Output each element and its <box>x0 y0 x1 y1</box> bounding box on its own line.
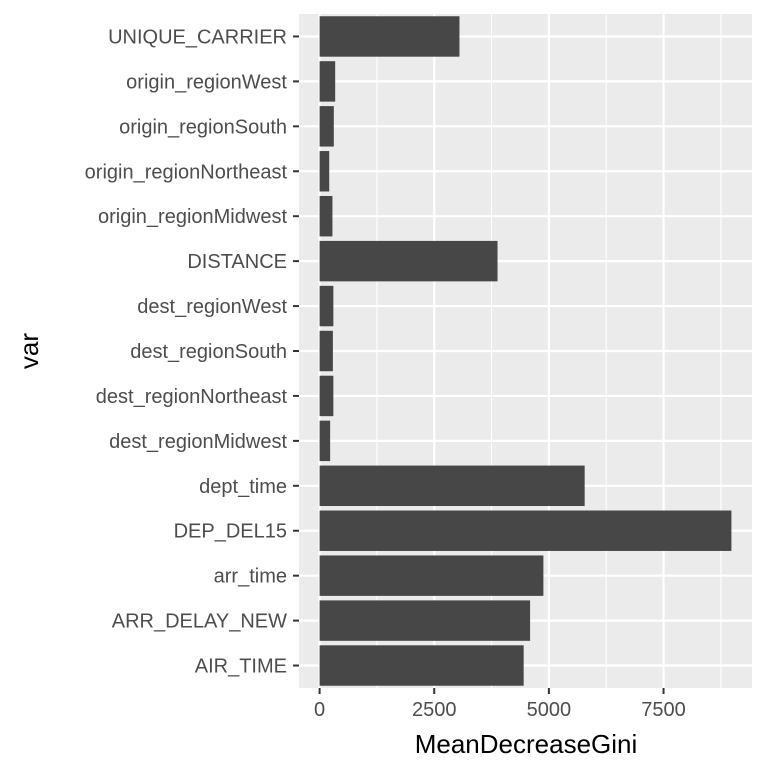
x-tick-label-0: 0 <box>314 699 325 721</box>
bar-DEP_DEL15 <box>319 510 732 551</box>
y-tick-label-origin_regionSouth: origin_regionSouth <box>119 116 287 138</box>
bar-origin_regionWest <box>319 61 336 102</box>
bar-origin_regionSouth <box>319 106 334 147</box>
x-tick-label-5000: 5000 <box>527 699 572 721</box>
y-tick-label-arr_time: arr_time <box>214 566 287 588</box>
bar-DISTANCE <box>319 240 498 282</box>
y-tick-label-dept_time: dept_time <box>199 476 287 498</box>
y-tick-label-DISTANCE: DISTANCE <box>187 251 287 273</box>
x-axis: 0 2500 5000 7500 <box>314 688 686 721</box>
y-tick-label-DEP_DEL15: DEP_DEL15 <box>174 521 287 543</box>
x-axis-title: MeanDecreaseGini <box>415 729 638 759</box>
bar-origin_regionMidwest <box>319 195 333 237</box>
bar-dest_regionMidwest <box>319 420 331 462</box>
bar-origin_regionNortheast <box>319 151 330 192</box>
bar-arr_time <box>319 555 544 596</box>
bar-dest_regionSouth <box>319 330 333 372</box>
y-tick-label-dest_regionNortheast: dest_regionNortheast <box>96 386 288 408</box>
y-tick-label-ARR_DELAY_NEW: ARR_DELAY_NEW <box>112 611 287 633</box>
bar-dest_regionWest <box>319 285 334 327</box>
y-tick-label-UNIQUE_CARRIER: UNIQUE_CARRIER <box>108 26 287 48</box>
bar-dest_regionNortheast <box>319 375 334 417</box>
y-tick-label-AIR_TIME: AIR_TIME <box>195 656 287 678</box>
x-tick-label-2500: 2500 <box>412 699 457 721</box>
bar-UNIQUE_CARRIER <box>319 16 460 57</box>
bars <box>319 16 732 686</box>
y-tick-label-dest_regionWest: dest_regionWest <box>137 296 287 318</box>
y-tick-label-origin_regionMidwest: origin_regionMidwest <box>98 206 287 228</box>
bar-ARR_DELAY_NEW <box>319 600 531 641</box>
bar-AIR_TIME <box>319 645 524 686</box>
bar-dept_time <box>319 465 585 507</box>
y-tick-label-dest_regionSouth: dest_regionSouth <box>130 341 287 363</box>
y-axis: UNIQUE_CARRIER origin_regionWest origin_re… <box>85 26 299 678</box>
y-axis-title: var <box>14 333 44 369</box>
x-tick-label-7500: 7500 <box>641 699 686 721</box>
y-tick-label-origin_regionWest: origin_regionWest <box>126 71 287 93</box>
y-tick-label-origin_regionNortheast: origin_regionNortheast <box>85 161 288 183</box>
y-tick-label-dest_regionMidwest: dest_regionMidwest <box>109 431 287 453</box>
